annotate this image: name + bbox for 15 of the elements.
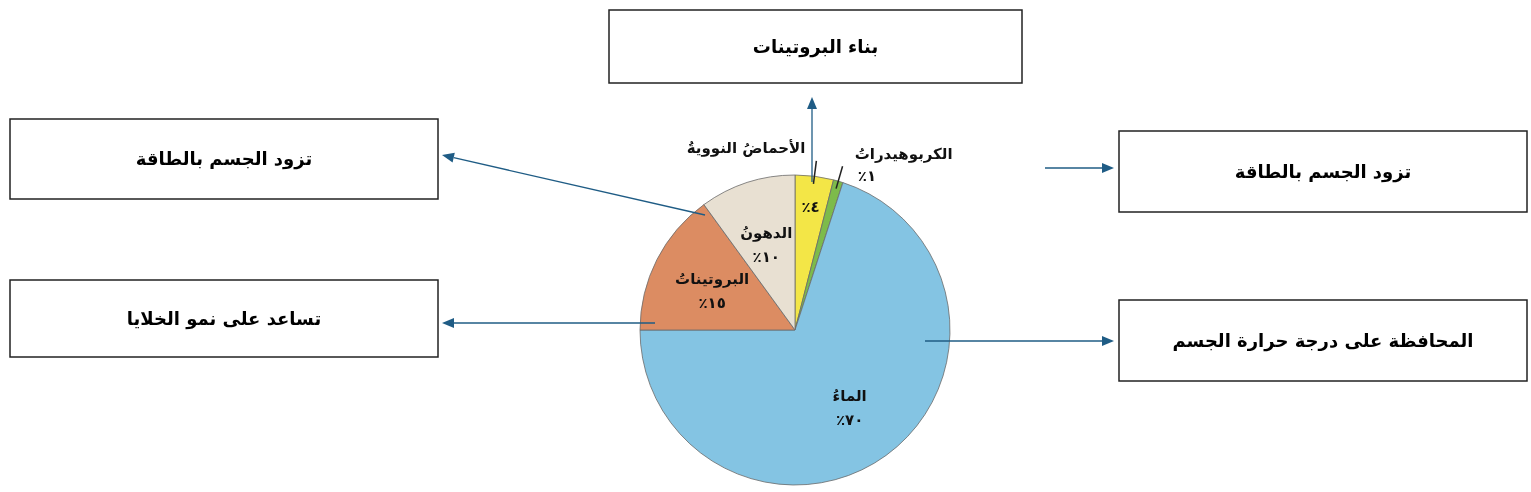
- text: تزود الجسم بالطاقة: [1234, 160, 1412, 183]
- slice-label: الدهونُ: [740, 223, 793, 242]
- data-label: ٪١٠: [752, 247, 780, 266]
- data-label: ٪١٥: [698, 293, 726, 312]
- slice-label: الماءُ: [832, 387, 867, 406]
- data-label: ٪٤: [801, 197, 820, 216]
- slice-label: الكربوهيدراتُ: [854, 144, 953, 163]
- text: المحافظة على درجة حرارة الجسم: [1172, 329, 1474, 352]
- text: تساعد على نمو الخلايا: [126, 307, 322, 330]
- data-label: ٪١: [857, 166, 877, 185]
- slice-label: الأحماضُ النوويةُ: [686, 139, 806, 158]
- data-label: ٪٧٠: [835, 411, 864, 430]
- slice-label: البروتيناتُ: [675, 269, 750, 288]
- text: بناء البروتينات: [752, 35, 879, 58]
- text: تزود الجسم بالطاقة: [135, 148, 313, 170]
